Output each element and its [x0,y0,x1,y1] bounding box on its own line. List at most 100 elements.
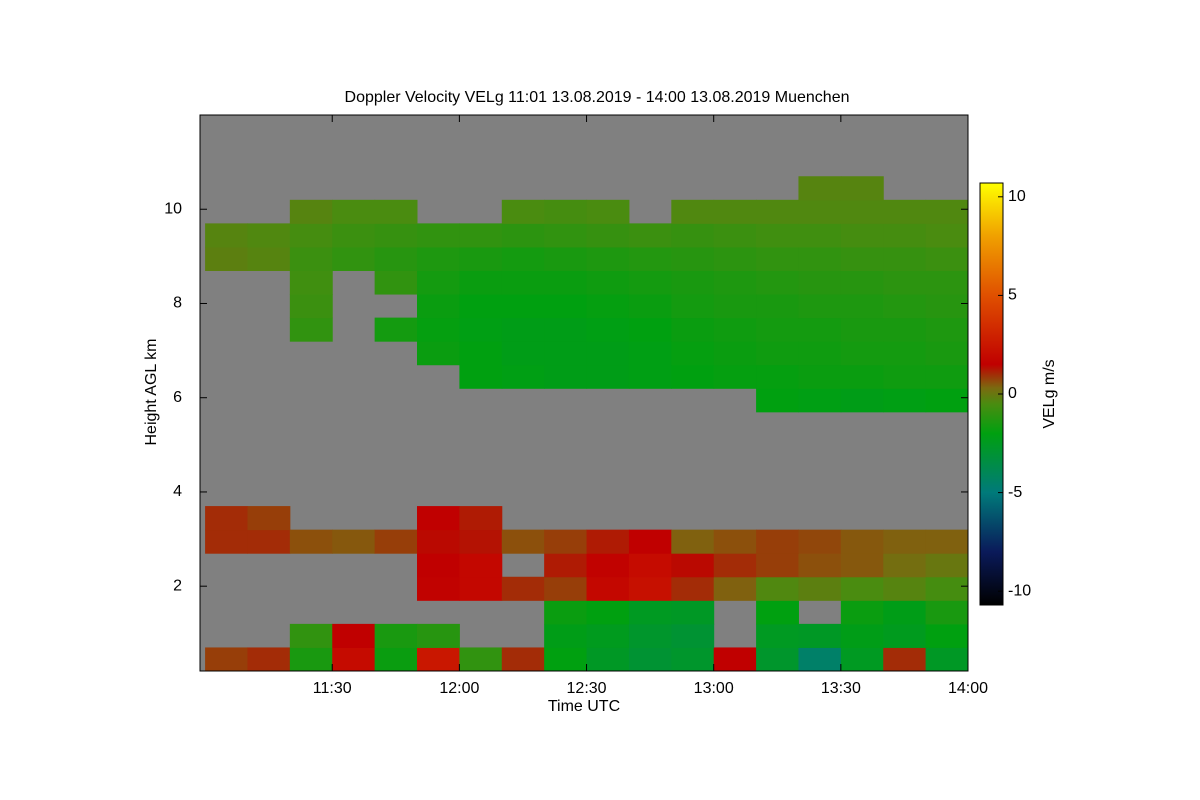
heatmap-cell [883,270,927,295]
heatmap-cell [883,246,927,271]
heatmap-cell [586,246,630,271]
heatmap-cell [586,364,630,389]
x-tick-label: 11:30 [313,680,352,697]
heatmap-cell [798,364,842,389]
heatmap-cell [713,364,757,389]
heatmap-cell [756,623,799,648]
heatmap-cell [501,647,545,671]
heatmap-cell [205,529,248,554]
heatmap-cell [798,223,842,248]
heatmap-cell [628,623,672,648]
heatmap-cell [459,647,503,671]
heatmap-cell [205,647,248,671]
heatmap-cell [459,317,503,342]
heatmap-cell [247,529,291,554]
heatmap-cell [883,623,927,648]
heatmap-cell [756,246,799,271]
heatmap-cell [332,223,376,248]
heatmap-cell [374,623,418,648]
heatmap-cell [501,246,545,271]
heatmap-cell [713,199,757,224]
heatmap-cell [883,576,927,601]
heatmap-cell [586,529,630,554]
heatmap-cell [205,506,248,531]
heatmap-cell [925,576,968,601]
heatmap-cell [925,246,968,271]
chart-title: Doppler Velocity VELg 11:01 13.08.2019 -… [345,89,850,106]
heatmap-cell [925,623,968,648]
heatmap-cell [628,270,672,295]
heatmap-cell [459,270,503,295]
heatmap-cell [756,199,799,224]
heatmap-cell [628,317,672,342]
heatmap-cell [671,364,715,389]
x-tick-label: 13:30 [821,680,861,697]
heatmap-cell [459,506,503,531]
heatmap-cell [544,294,588,319]
heatmap-cell [925,294,968,319]
heatmap-cell [883,553,927,578]
heatmap-cell [671,223,715,248]
heatmap-cell [671,600,715,625]
heatmap-cell [501,529,545,554]
heatmap-cell [798,176,842,201]
heatmap-cell [416,270,460,295]
x-tick-label: 12:30 [567,680,607,697]
heatmap-cell [798,199,842,224]
heatmap-cell [798,529,842,554]
heatmap-cell [840,600,884,625]
heatmap-cell [416,623,460,648]
heatmap-cell [925,223,968,248]
x-axis-label: Time UTC [548,698,620,715]
heatmap-cell [713,576,757,601]
heatmap-cell [586,294,630,319]
heatmap-cell [544,364,588,389]
heatmap-cell [628,364,672,389]
heatmap-cell [374,246,418,271]
heatmap-cell [544,341,588,366]
heatmap-cell [501,364,545,389]
heatmap-cell [544,270,588,295]
colorbar-label: VELg m/s [1041,359,1058,428]
heatmap-cell [289,246,333,271]
heatmap-cell [416,553,460,578]
heatmap-cell [713,294,757,319]
heatmap-cell [544,576,588,601]
heatmap-cell [289,270,333,295]
heatmap-cell [925,364,968,389]
heatmap-cell [628,553,672,578]
heatmap-cell [883,341,927,366]
heatmap-cell [798,246,842,271]
heatmap-cell [544,647,588,671]
heatmap-cell [205,223,248,248]
heatmap-cell [459,341,503,366]
heatmap-cell [586,647,630,671]
heatmap-cell [798,553,842,578]
heatmap-cell [628,294,672,319]
heatmap-cell [628,246,672,271]
heatmap-cell [798,341,842,366]
heatmap-cell [713,529,757,554]
colorbar-tick-label: 0 [1008,385,1017,402]
heatmap-cell [925,600,968,625]
heatmap-cell [756,317,799,342]
heatmap-cell [416,529,460,554]
heatmap-cell [289,623,333,648]
heatmap-cell [756,388,799,413]
heatmap-cell [925,388,968,413]
heatmap-cell [374,199,418,224]
heatmap-cell [544,623,588,648]
heatmap-cell [671,199,715,224]
heatmap-cell [883,529,927,554]
heatmap-cell [628,576,672,601]
heatmap-cell [544,553,588,578]
heatmap-cell [586,199,630,224]
heatmap-cell [416,341,460,366]
heatmap-cell [840,388,884,413]
heatmap-cell [883,223,927,248]
heatmap-cell [671,647,715,671]
heatmap-cell [840,246,884,271]
heatmap-cell [459,294,503,319]
heatmap-cell [374,647,418,671]
